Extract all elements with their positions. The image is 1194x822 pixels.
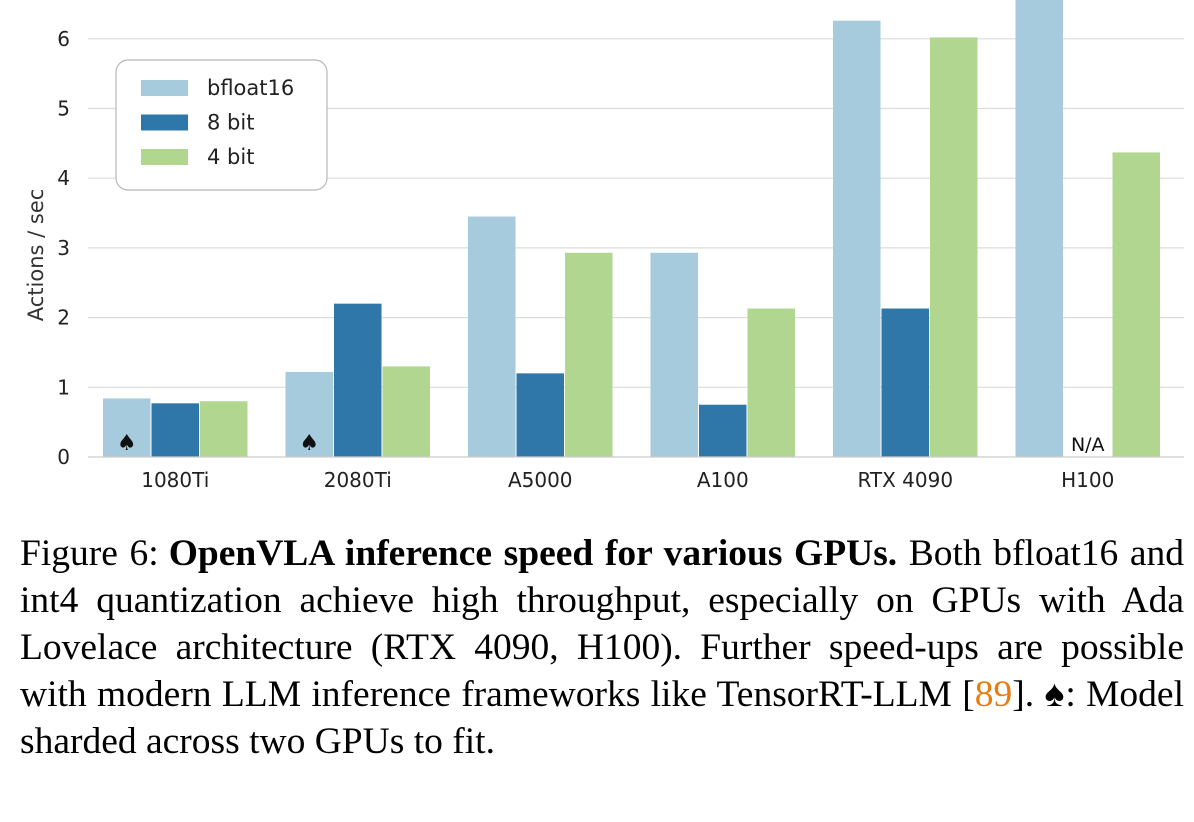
annotations: N/A ♠ ♠ bbox=[117, 431, 1105, 456]
bar-a5000-8-bit bbox=[516, 373, 564, 457]
y-tick-label-1: 1 bbox=[57, 375, 70, 399]
bar-a100-4-bit bbox=[747, 308, 795, 457]
x-tick-label-1080ti: 1080Ti bbox=[141, 468, 209, 492]
bar-a100-8-bit bbox=[699, 404, 747, 457]
caption-text-2: ]. ♠: Model sharded across two GPUs to f… bbox=[20, 674, 1184, 762]
bar-rtx-4090-4-bit bbox=[930, 37, 978, 457]
axes: 0 1 2 3 4 5 6 Actions / sec 1080Ti 2080Ti A5000 A10… bbox=[24, 27, 1184, 492]
y-tick-label-6: 6 bbox=[57, 27, 70, 51]
x-tick-label-a5000: A5000 bbox=[508, 468, 573, 492]
bar-1080ti-4-bit bbox=[200, 401, 248, 457]
bars bbox=[103, 0, 1160, 457]
y-tick-label-2: 2 bbox=[57, 306, 70, 330]
legend-label-4-bit: 4 bit bbox=[207, 145, 254, 169]
bar-rtx-4090-bfloat16 bbox=[833, 20, 881, 457]
legend: bfloat16 8 bit 4 bit bbox=[115, 59, 328, 191]
bar-a100-bfloat16 bbox=[650, 252, 698, 457]
bar-1080ti-bfloat16 bbox=[103, 398, 151, 457]
caption-text-1: Both bfloat16 and int4 quantization achi… bbox=[20, 533, 1185, 715]
x-tick-label-rtx-4090: RTX 4090 bbox=[857, 468, 953, 492]
y-tick-label-4: 4 bbox=[57, 166, 70, 190]
sharded-marker-1080ti: ♠ bbox=[117, 431, 137, 456]
y-axis-title: Actions / sec bbox=[24, 189, 48, 322]
bar-h100-bfloat16 bbox=[1015, 0, 1063, 457]
na-label-h100: N/A bbox=[1071, 434, 1105, 456]
y-tick-label-5: 5 bbox=[57, 97, 70, 121]
bar-2080ti-bfloat16 bbox=[285, 371, 333, 457]
x-tick-label-a100: A100 bbox=[697, 468, 749, 492]
bar-a5000-4-bit bbox=[565, 252, 613, 457]
bar-2080ti-4-bit bbox=[382, 366, 430, 457]
bar-2080ti-8-bit bbox=[334, 303, 382, 457]
legend-label-8-bit: 8 bit bbox=[207, 111, 254, 135]
caption-label: Figure 6: bbox=[20, 533, 159, 574]
figure-caption: Figure 6: OpenVLA inference speed for var… bbox=[20, 530, 1184, 765]
legend-label-bfloat16: bfloat16 bbox=[207, 76, 294, 100]
gpu-speed-bar-chart: 0 1 2 3 4 5 6 Actions / sec 1080Ti 2080Ti A5000 A10… bbox=[24, 0, 1184, 492]
bar-h100-4-bit bbox=[1112, 152, 1160, 457]
x-tick-label-h100: H100 bbox=[1061, 468, 1114, 492]
bar-a5000-bfloat16 bbox=[468, 216, 516, 457]
x-tick-label-2080ti: 2080Ti bbox=[324, 468, 392, 492]
citation-link[interactable]: 89 bbox=[974, 674, 1013, 715]
legend-swatch-8-bit bbox=[141, 114, 188, 131]
y-tick-label-0: 0 bbox=[57, 445, 70, 469]
y-tick-label-3: 3 bbox=[57, 236, 70, 260]
bar-1080ti-8-bit bbox=[151, 403, 199, 457]
sharded-marker-2080ti: ♠ bbox=[299, 431, 319, 456]
bar-rtx-4090-8-bit bbox=[881, 308, 929, 457]
legend-swatch-4-bit bbox=[141, 149, 188, 165]
legend-swatch-bfloat16 bbox=[141, 80, 188, 96]
chart-container: 0 1 2 3 4 5 6 Actions / sec 1080Ti 2080Ti A5000 A10… bbox=[24, 0, 1184, 492]
caption-title: OpenVLA inference speed for various GPUs… bbox=[168, 533, 898, 574]
